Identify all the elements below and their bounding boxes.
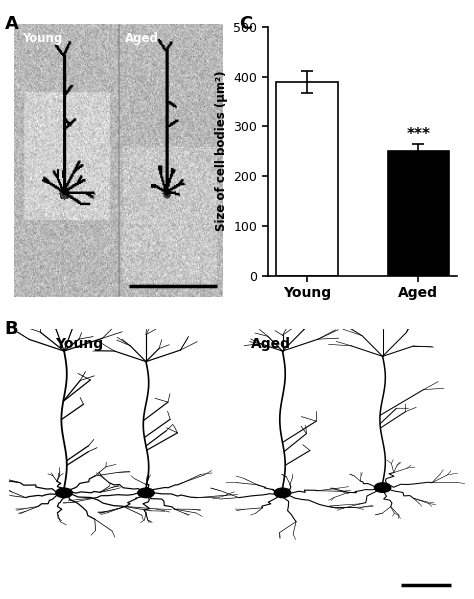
Circle shape <box>274 488 291 498</box>
Text: Aged: Aged <box>125 32 159 45</box>
Bar <box>276 81 337 276</box>
Text: C: C <box>239 15 253 33</box>
Text: Young: Young <box>55 337 103 352</box>
Circle shape <box>56 488 72 498</box>
Text: ***: *** <box>406 128 430 143</box>
Circle shape <box>374 483 391 492</box>
Bar <box>388 151 449 276</box>
Text: Aged: Aged <box>251 337 291 352</box>
Text: A: A <box>5 15 18 33</box>
Text: Young: Young <box>23 32 63 45</box>
Y-axis label: Size of cell bodies (μm²): Size of cell bodies (μm²) <box>215 71 228 231</box>
Circle shape <box>138 488 154 498</box>
Text: B: B <box>5 320 18 338</box>
